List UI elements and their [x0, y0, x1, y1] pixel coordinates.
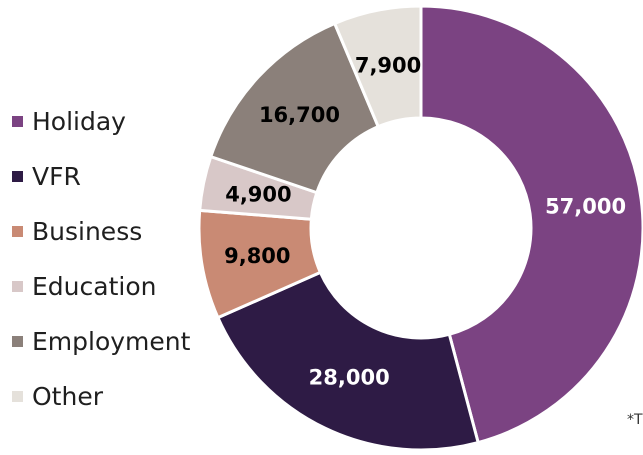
- legend-swatch: [12, 226, 23, 237]
- legend-swatch: [12, 116, 23, 127]
- legend-item-other: Other: [12, 369, 190, 424]
- donut-slices: [197, 4, 643, 452]
- data-label-vfr: 28,000: [309, 366, 390, 390]
- legend-label: Education: [32, 272, 157, 301]
- legend-item-vfr: VFR: [12, 149, 190, 204]
- legend-label: Business: [32, 217, 143, 246]
- legend-label: Employment: [32, 327, 191, 356]
- slice-vfr: [216, 270, 480, 452]
- donut-data-labels: 57,000 28,000 9,800 4,900 16,700 7,900: [224, 53, 626, 389]
- legend-label: VFR: [32, 162, 81, 191]
- data-label-holiday: 57,000: [545, 194, 626, 218]
- legend-swatch: [12, 171, 23, 182]
- data-label-other: 7,900: [355, 53, 421, 77]
- slice-employment: [209, 21, 380, 195]
- legend-label: Other: [32, 382, 103, 411]
- legend-swatch: [12, 281, 23, 292]
- legend-label: Holiday: [32, 107, 126, 136]
- data-label-employment: 16,700: [259, 103, 340, 127]
- legend-item-education: Education: [12, 259, 190, 314]
- footnote: *T: [627, 412, 643, 428]
- chart-legend: Holiday VFR Business Education Employment Oth…: [12, 94, 190, 424]
- legend-swatch: [12, 336, 23, 347]
- legend-item-business: Business: [12, 204, 190, 259]
- slice-other: [333, 4, 423, 129]
- legend-item-holiday: Holiday: [12, 94, 190, 149]
- data-label-education: 4,900: [225, 182, 291, 206]
- data-label-business: 9,800: [224, 244, 290, 268]
- legend-item-employment: Employment: [12, 314, 190, 369]
- legend-swatch: [12, 391, 23, 402]
- slice-holiday: [419, 4, 643, 445]
